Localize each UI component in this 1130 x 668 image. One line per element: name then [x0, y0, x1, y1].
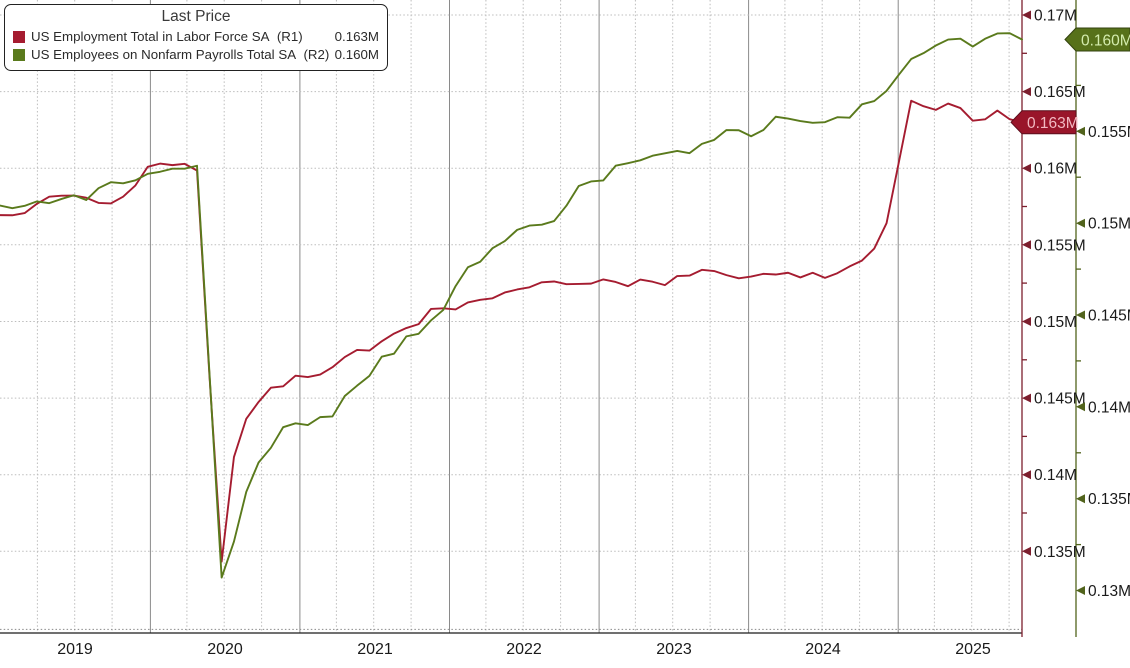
svg-text:0.145M: 0.145M [1088, 308, 1130, 325]
svg-text:0.145M: 0.145M [1034, 391, 1086, 408]
svg-text:0.135M: 0.135M [1088, 491, 1130, 508]
svg-text:0.16M: 0.16M [1034, 161, 1077, 178]
svg-text:0.135M: 0.135M [1034, 544, 1086, 561]
svg-text:0.14M: 0.14M [1088, 399, 1130, 416]
svg-text:0.13M: 0.13M [1088, 583, 1130, 600]
svg-text:0.160M: 0.160M [1081, 33, 1130, 50]
svg-text:0.15M: 0.15M [1088, 216, 1130, 233]
svg-text:0.15M: 0.15M [1034, 314, 1077, 331]
svg-text:0.17M: 0.17M [1034, 8, 1077, 25]
svg-text:0.14M: 0.14M [1034, 467, 1077, 484]
svg-text:0.155M: 0.155M [1088, 124, 1130, 141]
svg-text:0.165M: 0.165M [1034, 84, 1086, 101]
svg-text:0.163M: 0.163M [1027, 115, 1079, 132]
svg-text:0.155M: 0.155M [1034, 237, 1086, 254]
